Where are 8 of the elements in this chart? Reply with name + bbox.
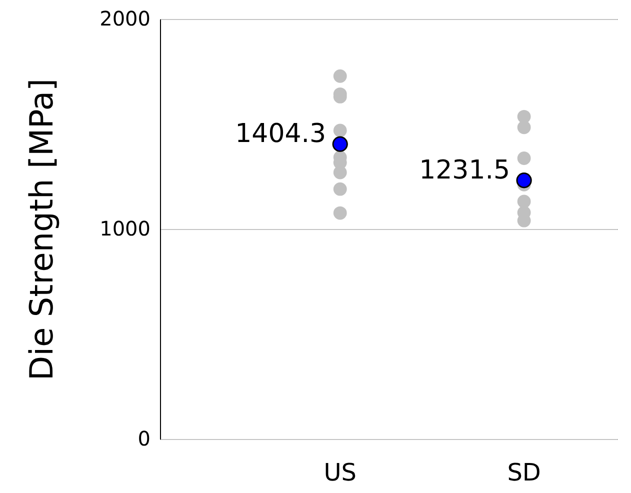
x-tick-label: SD [507,458,541,486]
y-axis-title: Die Strength [MPa] [22,78,61,381]
y-tick-label: 2000 [100,6,150,30]
data-label: 1231.5 [419,155,510,186]
x-tick-label: US [324,458,357,486]
y-tick-label: 1000 [100,216,150,240]
data-label: 1404.3 [235,119,326,150]
y-tick-label: 0 [138,426,150,450]
